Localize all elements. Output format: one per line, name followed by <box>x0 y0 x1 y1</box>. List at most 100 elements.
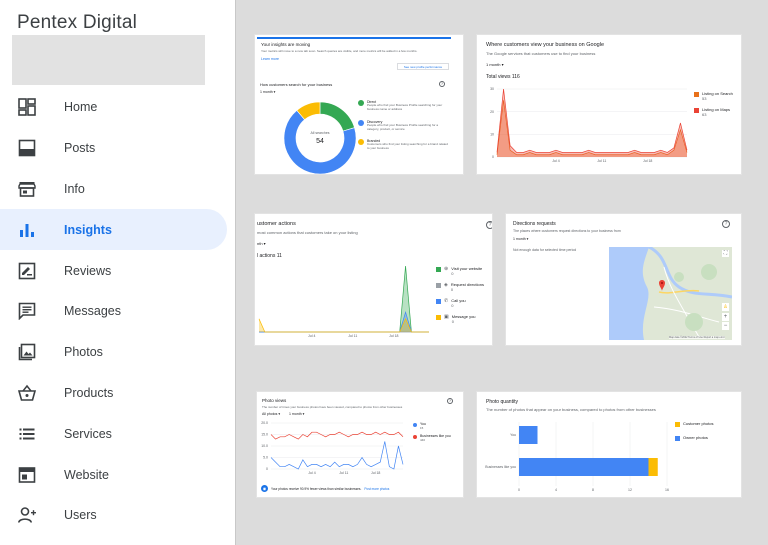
sidebar-item-label: Products <box>64 385 114 400</box>
sidebar-item-messages[interactable]: Messages <box>0 291 236 332</box>
customer-actions-card: ustomer actions most common actions that… <box>255 214 492 345</box>
photo-filter-dropdown[interactable]: All photos ▾ <box>262 412 281 416</box>
sidebar-item-insights[interactable]: Insights <box>0 209 227 251</box>
message-swatch <box>436 315 441 320</box>
list-icon <box>19 428 35 440</box>
range-dropdown[interactable]: 1 month ▾ <box>289 412 305 416</box>
legend-name: Direct <box>367 100 377 104</box>
sidebar-item-label: Users <box>64 508 97 523</box>
sidebar-item-products[interactable]: Products <box>0 373 236 414</box>
bar-0-0 <box>519 426 538 444</box>
banner-body: Your metrics will move to a new tab soon… <box>261 49 418 53</box>
x-tick-label: 4 <box>555 488 557 492</box>
range-dropdown[interactable]: 1 month ▾ <box>486 62 504 67</box>
range-label: nth <box>257 241 263 246</box>
learn-more-link[interactable]: Learn more <box>261 57 279 61</box>
x-tick-label: Jul 11 <box>348 334 357 338</box>
legend-value: 53 <box>702 96 707 101</box>
insights-moving-banner: Your insights are moving Your metrics wi… <box>257 37 451 70</box>
legend-maps: Listing on Maps 63 <box>694 107 730 117</box>
y-tick-label: 30 <box>490 87 494 91</box>
range-dropdown[interactable]: nth ▾ <box>257 241 266 246</box>
chat-icon: ▣ <box>444 314 449 320</box>
category-label: You <box>510 433 516 437</box>
donut-center-label: All searches <box>310 131 329 135</box>
see-new-profile-performance-button[interactable]: See new profile performance <box>397 63 449 70</box>
series-area-1 <box>497 89 687 157</box>
website-icon <box>18 466 36 483</box>
sidebar-item-label: Home <box>64 100 98 115</box>
range-dropdown[interactable]: 1 month ▾ <box>513 237 529 241</box>
help-icon[interactable]: ? <box>722 220 730 228</box>
x-tick-label: Jul 4 <box>552 159 559 163</box>
legend-value: 0 <box>450 287 454 292</box>
legend-customer-photos: Customer photos <box>675 421 713 427</box>
camera-icon: ◉ <box>261 485 268 492</box>
legend-name: Listing on Maps <box>702 107 731 112</box>
x-tick-label: Jul 18 <box>389 334 398 338</box>
donut-slice-discovery <box>283 109 357 174</box>
sidebar-item-website[interactable]: Website <box>0 454 236 495</box>
y-tick-label: 15.0 <box>261 433 268 437</box>
maps-swatch <box>694 108 699 113</box>
x-tick-label: Jul 18 <box>643 159 652 163</box>
bar-1-0 <box>519 458 649 476</box>
x-tick-label: 8 <box>592 488 594 492</box>
businesses-legend-dot <box>413 435 417 439</box>
range-dropdown[interactable]: 1 month ▾ <box>260 90 276 94</box>
photo-quantity-card: Photo quantity The number of photos that… <box>477 392 741 497</box>
account-selector[interactable] <box>12 35 205 85</box>
y-tick-label: 10 <box>490 133 494 137</box>
help-icon[interactable]: ? <box>486 221 492 229</box>
sidebar-item-reviews[interactable]: Reviews <box>0 250 236 291</box>
sidebar-item-posts[interactable]: Posts <box>0 128 236 169</box>
range-label: 1 month <box>486 62 501 67</box>
photo-views-title: Photo views <box>262 398 287 403</box>
legend-desc: People who find your Business Profile se… <box>367 103 443 111</box>
total-views: Total views 116 <box>486 74 520 80</box>
views-area-chart: 0 10 20 30 Jul 4 Jul 11 Jul 18 <box>490 87 688 163</box>
directions-map[interactable]: ⛶ ♙ + − Map data ©2022 Terms of Use Repo… <box>609 247 732 340</box>
customer-photos-swatch <box>675 422 680 427</box>
filter-label: All photos <box>262 412 278 416</box>
help-icon[interactable]: ? <box>439 81 445 87</box>
search-swatch <box>694 92 699 97</box>
website-swatch <box>436 267 441 272</box>
sidebar-nav: Home Posts Info <box>0 87 236 536</box>
sidebar-item-home[interactable]: Home <box>0 87 236 128</box>
legend-you: You 15 <box>413 422 426 430</box>
footer-text: Your photos receive 90.9% fewer views th… <box>271 486 362 491</box>
call-swatch <box>436 299 441 304</box>
legend-name: Discovery <box>367 120 383 124</box>
help-icon[interactable]: ? <box>447 398 453 404</box>
range-label: 1 month <box>289 412 302 416</box>
sidebar-item-services[interactable]: Services <box>0 413 236 454</box>
phone-icon: ✆ <box>444 298 449 304</box>
legend-search: Listing on Search 53 <box>694 91 733 101</box>
sidebar-item-label: Info <box>64 181 85 196</box>
legend-value: 0 <box>451 303 454 308</box>
y-tick-label: 5.0 <box>263 456 268 460</box>
fullscreen-icon[interactable]: ⛶ <box>722 250 729 257</box>
legend-desc: People who find your Business Profile se… <box>367 123 439 131</box>
legend-value: 63 <box>702 112 707 117</box>
y-tick-label: 0 <box>492 155 494 159</box>
pegman-icon[interactable]: ♙ <box>722 303 729 311</box>
zoom-in-button[interactable]: + <box>722 313 729 321</box>
directions-swatch <box>436 283 441 288</box>
actions-area-chart: Jul 4 Jul 11 Jul 18 <box>258 265 429 338</box>
zoom-out-button[interactable]: − <box>722 322 729 330</box>
reviews-icon <box>18 262 36 279</box>
sidebar-item-label: Messages <box>64 304 121 319</box>
sidebar-item-info[interactable]: Info <box>0 169 236 210</box>
post-more-photos-link[interactable]: Post more photos <box>364 486 390 491</box>
sidebar-item-photos[interactable]: Photos <box>0 332 236 373</box>
photo-views-line-chart: 0 5.0 10.0 15.0 20.0 Jul 4 Jul 11 Jul 18 <box>261 421 404 475</box>
legend-desc: Customers who find your listing searchin… <box>367 142 448 150</box>
sidebar-item-users[interactable]: Users <box>0 495 236 536</box>
category-label: Businesses like you <box>485 465 516 469</box>
bar-chart-icon <box>20 223 34 237</box>
legend-name: Branded <box>367 139 381 143</box>
series-line-1 <box>270 431 404 440</box>
storefront-icon <box>18 181 36 197</box>
